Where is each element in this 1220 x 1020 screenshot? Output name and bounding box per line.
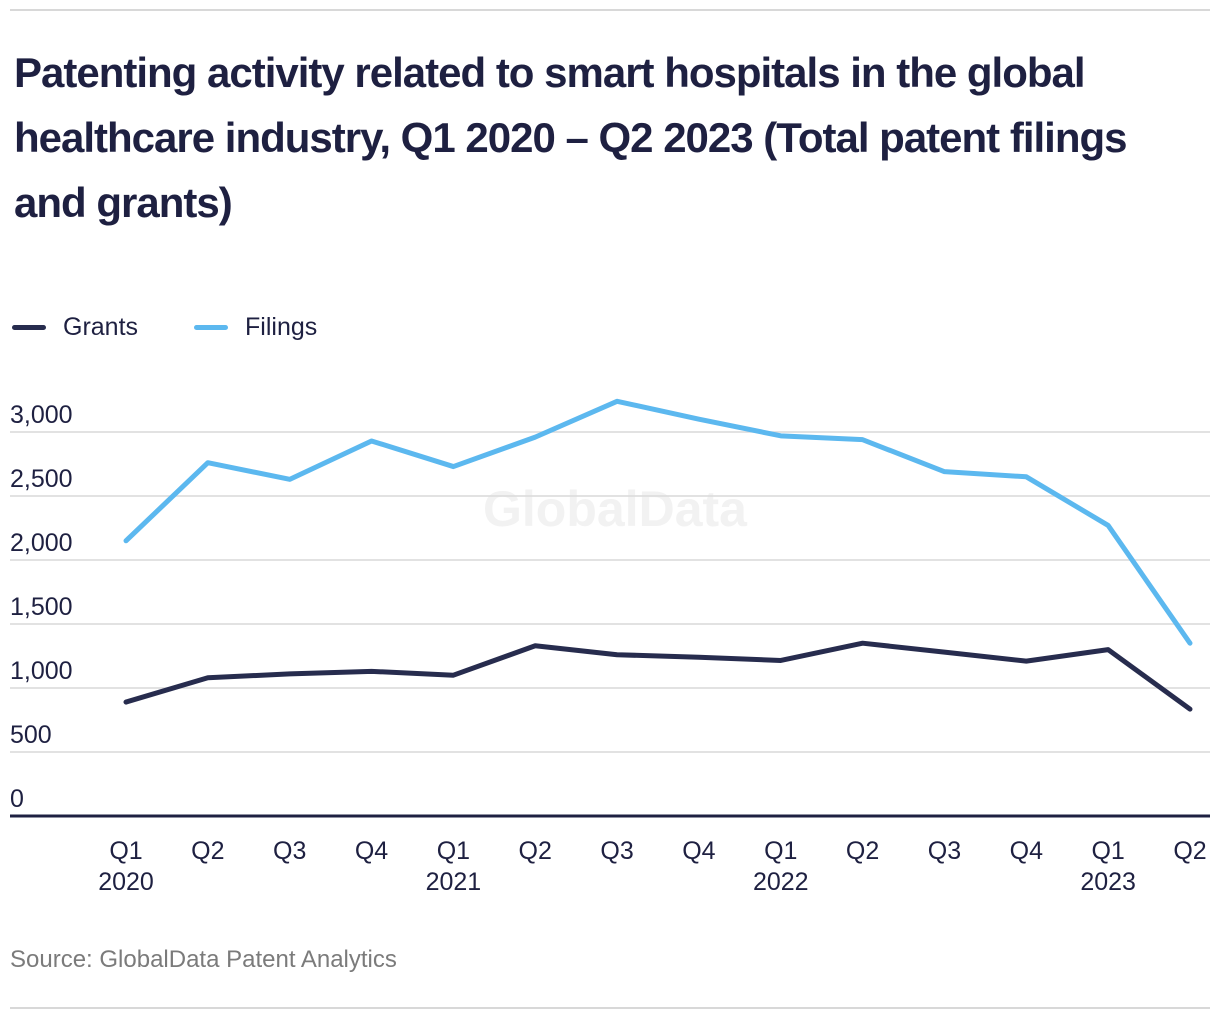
y-tick-label: 2,500 <box>10 465 73 493</box>
legend-label: Grants <box>63 312 139 341</box>
x-tick-quarter: Q3 <box>273 837 306 865</box>
bottom-divider <box>10 1007 1210 1009</box>
watermark: GlobalData <box>483 481 747 537</box>
chart-title: Patenting activity related to smart hosp… <box>14 49 1128 227</box>
legend-label: Filings <box>245 312 318 341</box>
x-tick-quarter: Q1 <box>1091 837 1124 865</box>
x-tick-year: 2021 <box>426 868 482 896</box>
y-tick-label: 1,500 <box>10 593 73 621</box>
x-tick-quarter: Q4 <box>682 837 715 865</box>
x-tick-year: 2023 <box>1080 868 1136 896</box>
x-tick-quarter: Q2 <box>191 837 224 865</box>
x-tick-quarter: Q4 <box>1010 837 1043 865</box>
x-tick-quarter: Q3 <box>928 837 961 865</box>
grants-line <box>123 640 1193 712</box>
y-tick-label: 500 <box>10 721 52 749</box>
legend: Grants Filings <box>12 312 373 342</box>
legend-item-grants: Grants <box>12 313 138 342</box>
filings-line <box>123 398 1193 646</box>
x-tick-quarter: Q3 <box>600 837 633 865</box>
y-tick-label: 3,000 <box>10 401 73 429</box>
grants-swatch-icon <box>12 324 46 330</box>
x-tick-quarter: Q2 <box>519 837 552 865</box>
x-tick-quarter: Q1 <box>437 837 470 865</box>
x-tick-year: 2022 <box>753 868 809 896</box>
y-tick-label: 1,000 <box>10 657 73 685</box>
filings-swatch-icon <box>194 324 229 330</box>
legend-item-filings: Filings <box>194 313 317 342</box>
y-tick-label: 0 <box>10 785 24 813</box>
y-tick-label: 2,000 <box>10 529 73 557</box>
x-tick-quarter: Q4 <box>355 837 388 865</box>
x-tick-year: 2020 <box>98 868 154 896</box>
x-tick-quarter: Q2 <box>846 837 879 865</box>
x-tick-quarter: Q2 <box>1173 837 1206 865</box>
x-tick-quarter: Q1 <box>109 837 142 865</box>
top-divider <box>10 9 1210 11</box>
source-caption: Source: GlobalData Patent Analytics <box>10 946 397 973</box>
x-tick-quarter: Q1 <box>764 837 797 865</box>
